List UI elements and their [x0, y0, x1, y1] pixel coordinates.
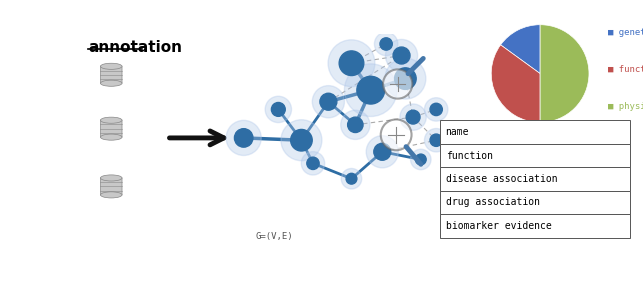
Circle shape — [226, 120, 261, 155]
FancyBboxPatch shape — [100, 178, 122, 195]
Circle shape — [385, 39, 417, 72]
Circle shape — [235, 129, 253, 147]
Circle shape — [430, 103, 442, 115]
Text: name: name — [446, 127, 469, 137]
Circle shape — [367, 136, 399, 168]
Circle shape — [393, 47, 410, 64]
Circle shape — [328, 40, 375, 87]
Text: disease association: disease association — [446, 174, 557, 184]
Circle shape — [424, 98, 448, 121]
Ellipse shape — [100, 117, 122, 123]
Circle shape — [341, 168, 362, 189]
Text: ■ genetic: ■ genetic — [608, 28, 643, 37]
Ellipse shape — [100, 175, 122, 181]
Circle shape — [400, 104, 426, 130]
Circle shape — [346, 173, 357, 184]
Ellipse shape — [100, 134, 122, 140]
Wedge shape — [540, 25, 589, 123]
Circle shape — [345, 64, 397, 117]
Text: biomarker evidence: biomarker evidence — [446, 221, 551, 231]
Wedge shape — [501, 25, 540, 74]
Circle shape — [302, 152, 325, 175]
Circle shape — [271, 102, 285, 116]
Circle shape — [380, 38, 392, 50]
Circle shape — [341, 110, 370, 140]
Circle shape — [395, 68, 416, 89]
Text: G=(V,E): G=(V,E) — [255, 232, 293, 241]
Circle shape — [348, 117, 363, 132]
Circle shape — [320, 93, 337, 110]
Circle shape — [430, 134, 442, 146]
Circle shape — [374, 32, 398, 56]
Circle shape — [291, 129, 312, 151]
Text: ■ physical: ■ physical — [608, 102, 643, 111]
Circle shape — [281, 120, 322, 161]
Ellipse shape — [100, 63, 122, 69]
Text: ■ functional: ■ functional — [608, 65, 643, 74]
Circle shape — [381, 119, 412, 150]
Circle shape — [307, 157, 319, 170]
FancyBboxPatch shape — [100, 120, 122, 137]
Circle shape — [339, 51, 364, 76]
Text: annotation: annotation — [88, 40, 182, 55]
Circle shape — [383, 69, 412, 99]
Circle shape — [374, 143, 391, 160]
Circle shape — [410, 149, 431, 170]
FancyBboxPatch shape — [100, 66, 122, 83]
Ellipse shape — [100, 192, 122, 198]
Circle shape — [415, 154, 426, 165]
Circle shape — [385, 58, 426, 99]
Circle shape — [424, 128, 448, 152]
Ellipse shape — [100, 80, 122, 86]
Circle shape — [312, 86, 345, 118]
Wedge shape — [491, 45, 540, 123]
Circle shape — [357, 76, 385, 104]
Circle shape — [406, 110, 420, 124]
Circle shape — [265, 96, 291, 123]
Text: function: function — [446, 151, 493, 160]
Text: drug association: drug association — [446, 198, 539, 207]
